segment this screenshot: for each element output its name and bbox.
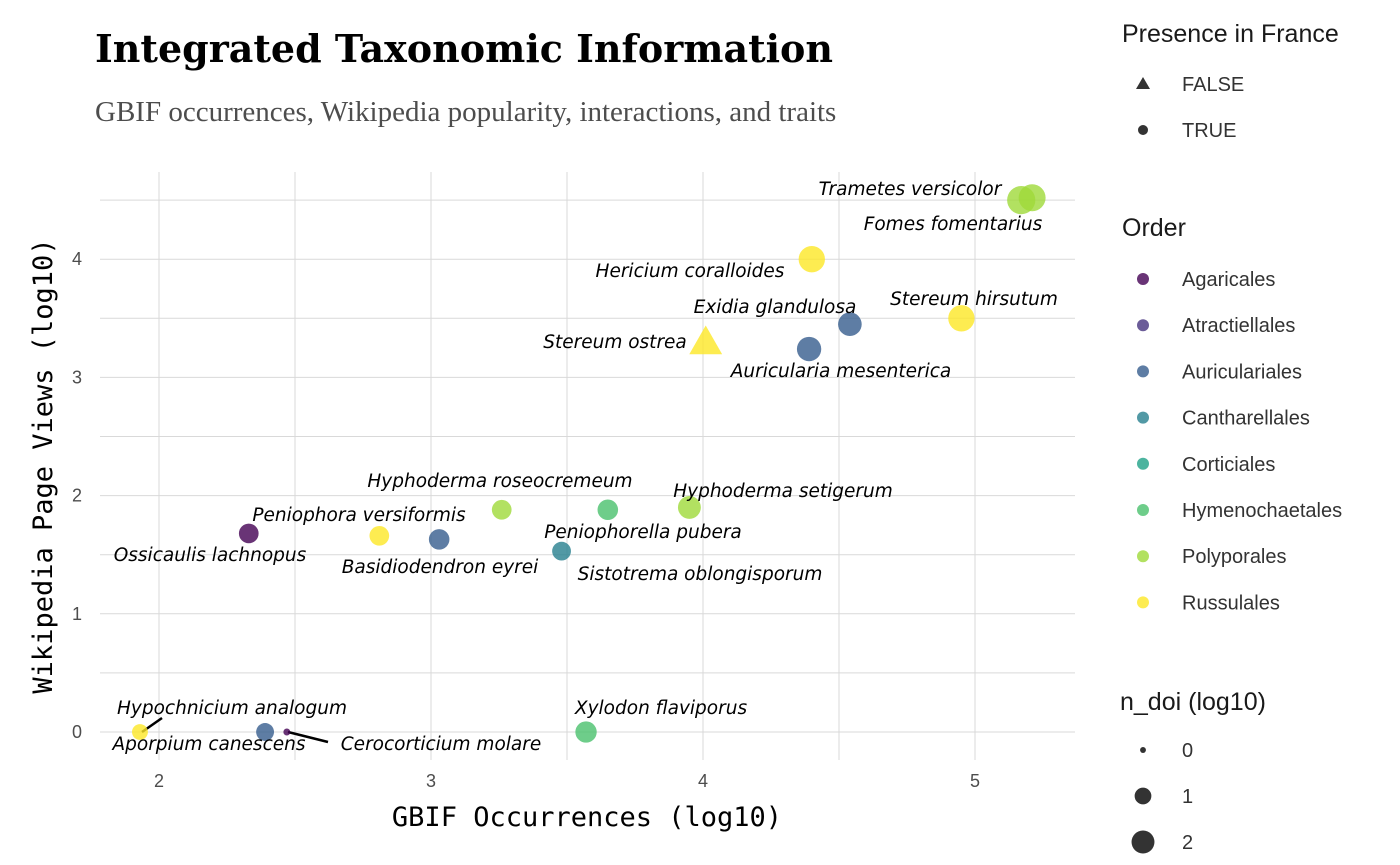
- legend-order-swatch: [1137, 273, 1149, 285]
- data-point: [369, 525, 390, 546]
- legend-order-label: Agaricales: [1182, 269, 1275, 291]
- point-label: Aporpium canescens: [111, 734, 305, 755]
- y-tick-label: 3: [72, 367, 82, 387]
- legend-size: n_doi (log10) 0 1 2: [1120, 688, 1266, 854]
- legend-size-label: 0: [1182, 740, 1193, 762]
- data-point: [1018, 184, 1046, 212]
- legend-size-label: 2: [1182, 832, 1193, 854]
- point-label: Auricularia mesenterica: [730, 361, 952, 382]
- y-tick-label: 1: [72, 604, 82, 624]
- data-point: [575, 721, 597, 743]
- legend-presence-title: Presence in France: [1122, 20, 1339, 48]
- legend-size-label: 1: [1182, 786, 1193, 808]
- point-label: Basidiodendron eyrei: [342, 557, 539, 578]
- legend-order-label: Cantharellales: [1182, 408, 1310, 430]
- legend-size-swatch: [1134, 787, 1152, 805]
- data-point: [677, 495, 701, 519]
- legend-presence-true: TRUE: [1182, 120, 1236, 142]
- legend-order-label: Auriculariales: [1182, 361, 1302, 383]
- triangle-icon: [1136, 77, 1150, 89]
- point-label: Hyphoderma setigerum: [673, 481, 893, 502]
- x-tick-label: 3: [426, 771, 436, 791]
- legend-order-label: Russulales: [1182, 592, 1280, 614]
- legend-order-swatch: [1137, 550, 1149, 563]
- data-point-triangle: [689, 325, 723, 355]
- point-label: Stereum ostrea: [543, 332, 687, 353]
- x-tick-label: 2: [154, 771, 164, 791]
- data-point: [491, 499, 512, 520]
- legend-order-swatch: [1137, 596, 1149, 609]
- legend-size-swatch: [1131, 830, 1155, 854]
- point-label: Hypochnicium analogum: [117, 698, 347, 719]
- point-label: Hyphoderma roseocremeum: [367, 471, 632, 492]
- data-point: [283, 728, 291, 736]
- data-point: [796, 336, 822, 362]
- legend-order-label: Polyporales: [1182, 546, 1287, 568]
- legend-order-swatch: [1137, 365, 1149, 378]
- point-label: Peniophora versiformis: [252, 505, 466, 526]
- points: [132, 184, 1046, 743]
- label-segment: [287, 730, 329, 744]
- x-axis-title: GBIF Occurrences (log10): [392, 802, 782, 833]
- x-tick-label: 4: [698, 771, 708, 791]
- chart-subtitle: GBIF occurrences, Wikipedia popularity, …: [95, 96, 836, 128]
- legend-size-swatch: [1140, 747, 1146, 753]
- legend-order-swatch: [1137, 319, 1149, 332]
- point-label: Stereum hirsutum: [890, 289, 1058, 310]
- legend-order-label: Hymenochaetales: [1182, 500, 1342, 522]
- y-tick-label: 2: [72, 486, 82, 506]
- point-label: Sistotrema oblongisporum: [578, 564, 823, 585]
- data-point: [838, 312, 862, 337]
- data-point: [256, 723, 275, 741]
- data-point: [238, 523, 259, 544]
- data-point: [132, 724, 148, 740]
- legend-order-label: Corticiales: [1182, 454, 1275, 476]
- chart-title: Integrated Taxonomic Information: [95, 26, 833, 71]
- legend-presence: Presence in France FALSE TRUE: [1122, 20, 1339, 142]
- point-label: Xylodon flaviporus: [574, 698, 748, 719]
- data-point: [948, 305, 975, 332]
- legend-order-label: Atractiellales: [1182, 315, 1295, 337]
- data-point: [597, 499, 619, 521]
- point-label: Ossicaulis lachnopus: [114, 545, 307, 566]
- legend-order-title: Order: [1122, 214, 1186, 242]
- tick-labels: 2 3 4 5 0 1 2 3 4: [72, 249, 980, 791]
- x-tick-label: 5: [970, 771, 980, 791]
- legend-size-title: n_doi (log10): [1120, 688, 1266, 716]
- grid: [100, 172, 1075, 760]
- point-label: Hericium coralloides: [596, 261, 785, 282]
- y-axis-title: Wikipedia Page Views (log10): [28, 238, 59, 693]
- data-point: [552, 541, 571, 561]
- y-tick-label: 0: [72, 722, 82, 742]
- legend-order: Order Agaricales Atractiellales Auriculari…: [1122, 214, 1342, 614]
- y-tick-label: 4: [72, 249, 82, 269]
- circle-icon: [1138, 125, 1148, 135]
- point-label: Peniophorella pubera: [544, 522, 742, 543]
- legend-order-swatch: [1137, 457, 1149, 470]
- point-label: Exidia glandulosa: [694, 297, 857, 318]
- legend-order-swatch: [1137, 411, 1149, 424]
- data-point: [428, 529, 450, 550]
- point-label: Cerocorticium molare: [341, 734, 541, 755]
- legend-presence-false: FALSE: [1182, 74, 1244, 96]
- legend-order-swatch: [1137, 504, 1149, 516]
- point-label: Trametes versicolor: [819, 179, 1003, 200]
- data-point: [798, 246, 825, 273]
- point-labels: Trametes versicolor Fomes fomentarius Heri…: [111, 179, 1057, 755]
- point-label: Fomes fomentarius: [864, 214, 1043, 235]
